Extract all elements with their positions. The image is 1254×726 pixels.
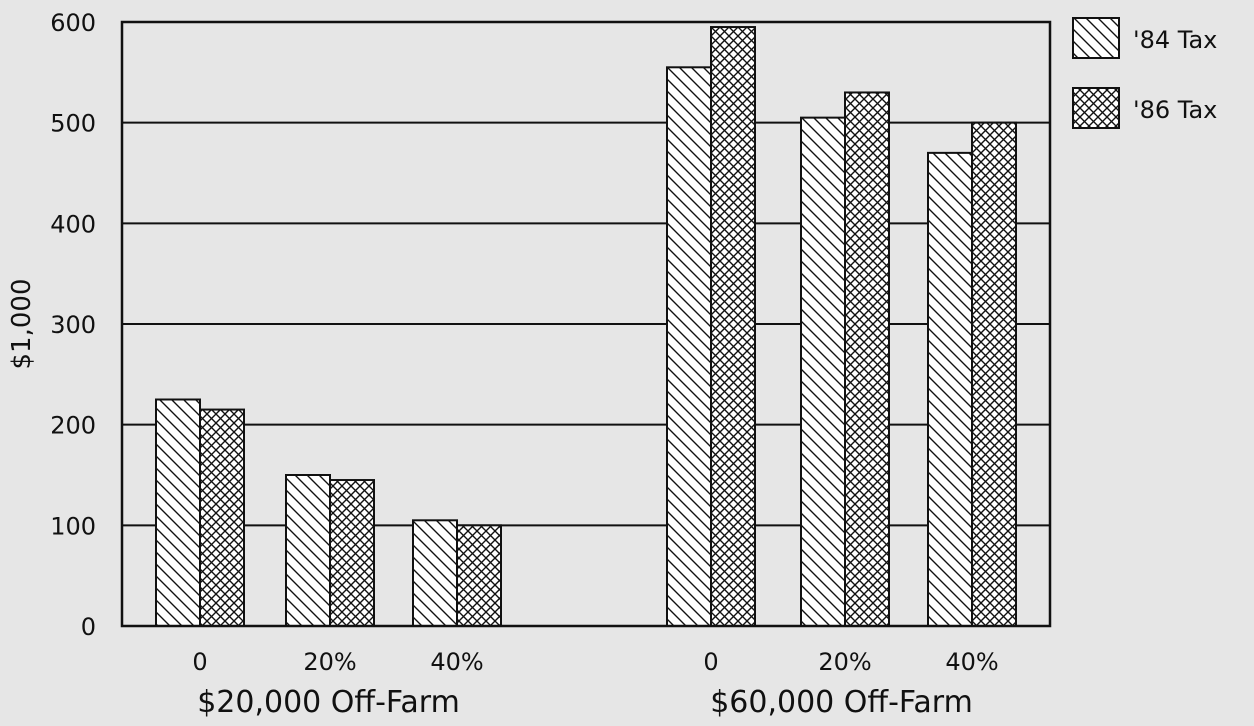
bars xyxy=(155,26,1017,628)
grid-lines xyxy=(122,121,1050,527)
bar-series-2 xyxy=(710,26,756,628)
bar-series-1 xyxy=(155,398,201,627)
bar-series-1 xyxy=(800,116,846,627)
y-tick-label: 300 xyxy=(50,311,96,339)
bar-series-2 xyxy=(456,524,502,627)
y-tick-label: 600 xyxy=(50,9,96,37)
bar-series-1 xyxy=(927,151,973,627)
group-label: $60,000 Off-Farm xyxy=(710,685,973,720)
legend: '84 Tax '86 Tax xyxy=(1072,17,1217,129)
x-tick-label: 40% xyxy=(945,648,998,676)
x-tick-label: 20% xyxy=(303,648,356,676)
y-axis-label: $1,000 xyxy=(7,279,37,370)
legend-swatch xyxy=(1072,87,1120,129)
group-labels: $20,000 Off-Farm $60,000 Off-Farm xyxy=(197,685,973,720)
bar-series-2 xyxy=(199,408,245,628)
bar-series-2 xyxy=(844,91,890,627)
x-tick-label: 0 xyxy=(703,648,718,676)
bar-series-1 xyxy=(412,519,458,627)
bar-series-1 xyxy=(666,66,712,628)
bar-series-2 xyxy=(971,121,1017,628)
plot-frame xyxy=(120,20,1052,628)
y-tick-label: 0 xyxy=(81,613,96,641)
x-tick-label: 0 xyxy=(192,648,207,676)
legend-label: '84 Tax xyxy=(1133,26,1217,54)
y-tick-labels: 0 100 200 300 400 500 600 xyxy=(50,9,96,641)
bar-series-2 xyxy=(329,479,375,627)
x-tick-label: 20% xyxy=(818,648,871,676)
y-tick-label: 100 xyxy=(50,512,96,540)
legend-swatch xyxy=(1072,17,1120,59)
y-tick-label: 200 xyxy=(50,412,96,440)
group-label: $20,000 Off-Farm xyxy=(197,685,460,720)
bar-series-1 xyxy=(285,474,331,627)
x-tick-label: 40% xyxy=(430,648,483,676)
y-tick-label: 400 xyxy=(50,210,96,238)
y-tick-label: 500 xyxy=(50,110,96,138)
legend-label: '86 Tax xyxy=(1133,96,1217,124)
x-tick-labels: 0 20% 40% 0 20% 40% xyxy=(192,648,998,676)
